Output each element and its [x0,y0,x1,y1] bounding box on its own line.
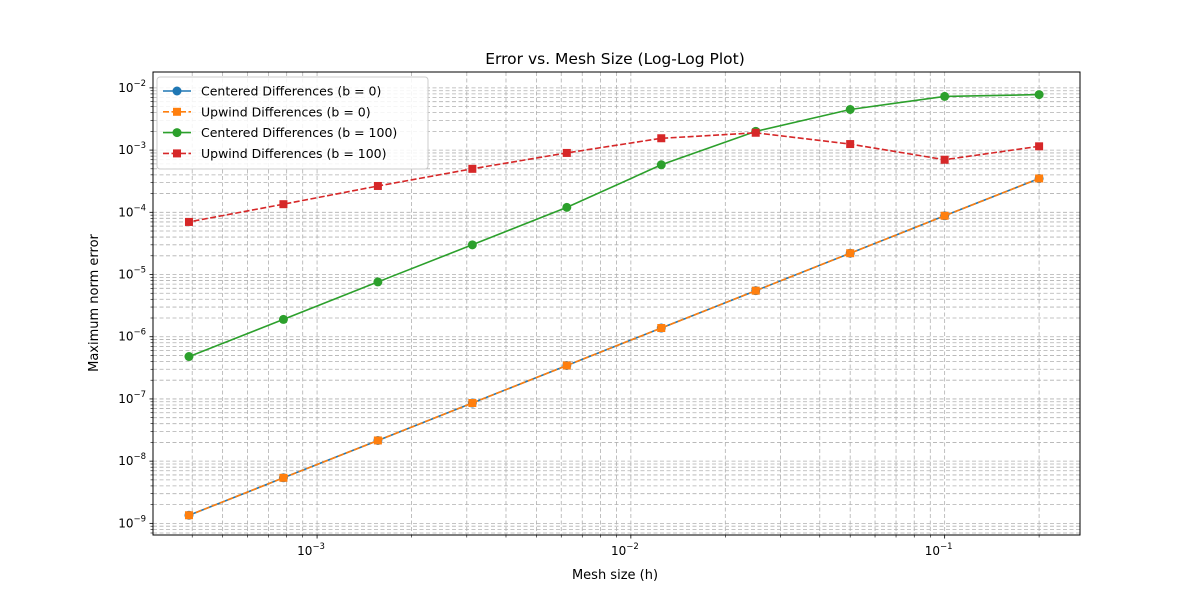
data-point [1035,174,1044,183]
y-tick-label: 10−3 [118,141,146,157]
data-point [940,211,949,220]
data-point [373,436,382,445]
data-point [940,155,949,164]
x-tick-exponent: −1 [940,542,953,552]
legend-label: Centered Differences (b = 0) [201,84,381,99]
y-tick-exponent: −6 [133,328,146,338]
data-point [278,314,288,324]
data-point [467,240,477,250]
x-tick-exponent: −3 [312,542,325,552]
data-point [184,511,193,520]
series-line [188,131,1040,223]
y-tick-label: 10−5 [118,266,146,282]
legend-marker [173,149,181,158]
data-point [184,217,193,226]
legend-marker [173,107,181,116]
y-tick-label: 10−8 [118,452,146,468]
legend-label: Upwind Differences (b = 0) [201,104,371,119]
chart-title: Error vs. Mesh Size (Log-Log Plot) [485,50,745,68]
data-point [562,148,571,157]
data-point [656,160,666,170]
series-line [188,177,1040,517]
y-tick-base: 10 [118,205,133,219]
y-tick-label: 10−7 [118,390,146,406]
y-tick-base: 10 [118,454,133,468]
y-tick-exponent: −2 [133,79,146,89]
data-point [373,277,383,287]
y-tick-label: 10−2 [118,79,146,95]
y-tick-label: 10−6 [118,328,146,344]
y-tick-label: 10−4 [118,203,146,219]
x-axis-label: Mesh size (h) [572,568,658,583]
y-tick-base: 10 [118,143,133,157]
legend-label: Centered Differences (b = 100) [201,125,397,140]
data-point [1035,142,1044,151]
y-tick-base: 10 [118,268,133,282]
y-tick-exponent: −8 [133,452,146,462]
series-lines [184,90,1044,520]
legend-marker [172,128,182,138]
series-line [188,93,1040,358]
data-point [279,200,288,209]
data-point [468,399,477,408]
data-point [940,91,950,101]
legend-marker [172,86,182,96]
y-tick-label: 10−9 [118,514,146,530]
x-tick-label: 10−1 [925,542,953,558]
x-tick-exponent: −2 [626,542,639,552]
y-tick-exponent: −5 [133,266,146,276]
data-point [562,361,571,370]
x-tick-base: 10 [611,544,626,558]
data-point [184,352,194,362]
data-point [373,181,382,190]
data-point [845,104,855,114]
data-point [751,128,760,137]
legend-label: Upwind Differences (b = 100) [201,146,387,161]
y-axis-label: Maximum norm error [87,233,102,371]
y-tick-base: 10 [118,330,133,344]
data-point [846,249,855,258]
x-tick-label: 10−3 [297,542,325,558]
data-point [1034,90,1044,100]
series-4 [184,128,1044,226]
legend-box [156,76,429,170]
legend: Centered Differences (b = 0) Upwind Diffe… [156,76,429,170]
y-tick-exponent: −9 [133,514,146,524]
y-tick-base: 10 [118,81,133,95]
data-point [751,286,760,295]
data-point [657,324,666,333]
data-point [279,473,288,482]
y-tick-base: 10 [118,516,133,530]
series-2 [184,174,1044,520]
y-tick-base: 10 [118,392,133,406]
data-point [657,134,666,143]
data-point [562,202,572,212]
x-tick-base: 10 [297,544,312,558]
x-tick-base: 10 [925,544,940,558]
y-tick-exponent: −4 [133,203,146,213]
y-tick-exponent: −3 [133,141,146,151]
y-tick-exponent: −7 [133,390,146,400]
axes: 10−3 10−2 10−110−910−810−710−610−510−410−3… [118,79,1040,558]
data-point [846,140,855,149]
x-tick-label: 10−2 [611,542,639,558]
data-point [468,164,477,173]
